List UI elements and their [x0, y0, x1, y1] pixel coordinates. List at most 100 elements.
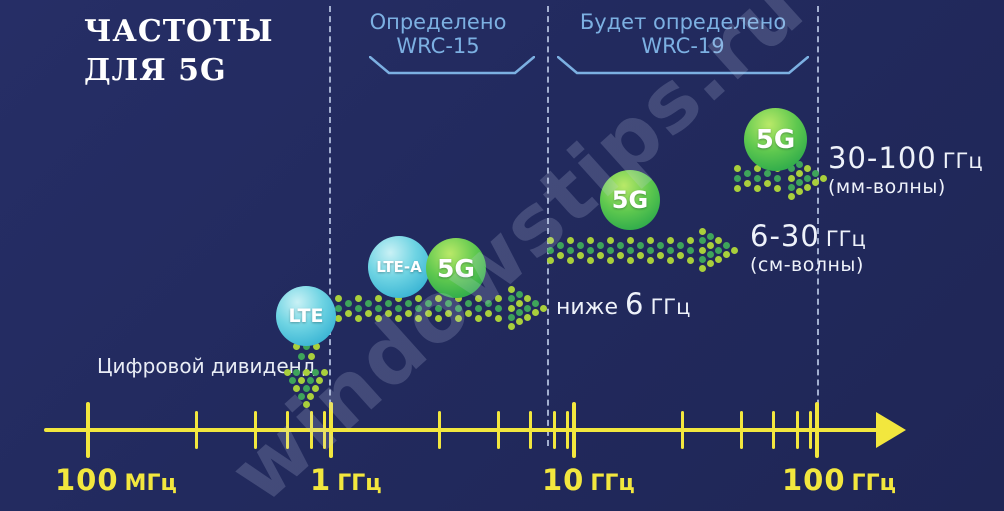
- label-mm-note: (мм-волны): [828, 176, 946, 198]
- arrow-dot: [464, 299, 472, 307]
- arrow-dot: [803, 165, 811, 173]
- arrow-dot: [454, 294, 462, 302]
- arrow-dot: [384, 299, 392, 307]
- arrow-dot: [576, 251, 584, 259]
- arrow-dot: [566, 236, 574, 244]
- arrow-dot: [743, 169, 751, 177]
- arrow-dot: [320, 368, 328, 376]
- bubble-lte: LTE: [276, 286, 336, 346]
- arrow-dot: [364, 299, 372, 307]
- arrow-dot: [374, 314, 382, 322]
- axis-label-100mhz: 100 МГц: [55, 463, 177, 497]
- axis-label-100mhz-unit: МГц: [124, 471, 177, 496]
- label-mm-value: 30-100: [828, 141, 937, 175]
- region-wrc19-label: Будет определено WRC-19: [558, 10, 808, 58]
- arrow-dot: [507, 313, 515, 321]
- arrow-dot: [722, 241, 730, 249]
- guide-line-100ghz: [817, 6, 819, 446]
- arrow-dot: [787, 165, 795, 173]
- arrow-dot: [795, 169, 803, 177]
- arrow-dot: [626, 256, 634, 264]
- dotted-arrow-digital-dividend: [281, 342, 331, 408]
- axis-label-100ghz: 100 ГГц: [782, 463, 896, 497]
- arrow-dot: [753, 164, 761, 172]
- guide-line-10ghz: [547, 6, 549, 446]
- arrow-dot: [698, 264, 706, 272]
- arrow-dot: [454, 304, 462, 312]
- arrow-dot: [646, 246, 654, 254]
- arrow-dot: [464, 309, 472, 317]
- arrow-dot: [444, 299, 452, 307]
- arrow-dot: [302, 400, 310, 408]
- arrow-dot: [316, 376, 324, 384]
- arrow-dot: [354, 304, 362, 312]
- arrow-dot: [586, 236, 594, 244]
- bubble-5g-low: 5G: [426, 238, 486, 298]
- label-mm-range: 30-100 ГГц: [828, 144, 983, 175]
- bubble-lte-label: LTE: [288, 305, 324, 327]
- axis-label-100ghz-value: 100: [782, 463, 846, 497]
- label-cm-waves: 6-30 ГГц (см-волны): [750, 222, 866, 278]
- arrow-dot: [616, 241, 624, 249]
- arrow-dot: [307, 376, 315, 384]
- arrow-dot: [698, 255, 706, 263]
- arrow-dot: [773, 184, 781, 192]
- arrow-dot: [297, 376, 305, 384]
- arrow-dot: [424, 299, 432, 307]
- arrow-dot: [730, 246, 738, 254]
- arrow-dot: [539, 304, 547, 312]
- region-wrc19-line2: WRC-19: [641, 34, 725, 58]
- arrow-dot: [576, 241, 584, 249]
- arrow-dot: [803, 174, 811, 182]
- arrow-dot: [646, 256, 654, 264]
- arrow-dot: [546, 246, 554, 254]
- page-title-line1: ЧАСТОТЫ: [84, 14, 274, 49]
- arrow-dot: [523, 295, 531, 303]
- arrow-dot: [753, 174, 761, 182]
- arrow-dot: [566, 246, 574, 254]
- axis-minor-tick: [285, 411, 289, 449]
- arrow-dot: [374, 304, 382, 312]
- dotted-arrow-cm: [546, 225, 741, 275]
- arrow-dot: [636, 241, 644, 249]
- axis-label-100ghz-unit: ГГц: [851, 471, 896, 496]
- guide-line-1ghz: [329, 6, 331, 446]
- label-cm-unit: ГГц: [825, 227, 866, 251]
- label-digital-dividend: Цифровой дивиденд: [97, 354, 316, 378]
- frequency-axis: [44, 428, 882, 432]
- arrow-dot: [414, 294, 422, 302]
- label-cm-value: 6-30: [750, 219, 820, 253]
- arrow-dot: [293, 368, 301, 376]
- label-cm-range: 6-30 ГГц: [750, 222, 866, 253]
- arrow-dot: [334, 294, 342, 302]
- arrow-dot: [354, 314, 362, 322]
- arrow-dot: [311, 368, 319, 376]
- arrow-dot: [698, 237, 706, 245]
- arrow-dot: [364, 309, 372, 317]
- axis-minor-tick: [740, 411, 744, 449]
- arrow-dot: [556, 251, 564, 259]
- arrow-dot: [686, 256, 694, 264]
- arrow-dot: [586, 256, 594, 264]
- arrow-dot: [344, 309, 352, 317]
- arrow-dot: [666, 246, 674, 254]
- region-wrc19-line1: Будет определено: [579, 10, 787, 34]
- axis-minor-tick: [497, 411, 501, 449]
- arrow-dot: [307, 392, 315, 400]
- arrow-dot: [424, 309, 432, 317]
- arrow-dot: [354, 294, 362, 302]
- region-wrc15-label: Определено WRC-15: [338, 10, 538, 58]
- arrow-dot: [787, 183, 795, 191]
- arrow-dot: [334, 314, 342, 322]
- axis-arrowhead-icon: [876, 412, 906, 448]
- arrow-dot: [394, 304, 402, 312]
- arrow-dot: [714, 255, 722, 263]
- arrow-dot: [292, 342, 300, 350]
- bubble-5g-mid: 5G: [600, 170, 660, 230]
- arrow-dot: [596, 251, 604, 259]
- arrow-dot: [626, 246, 634, 254]
- axis-minor-tick: [322, 411, 326, 449]
- arrow-dot: [515, 318, 523, 326]
- axis-minor-tick: [254, 411, 258, 449]
- arrow-dot: [515, 290, 523, 298]
